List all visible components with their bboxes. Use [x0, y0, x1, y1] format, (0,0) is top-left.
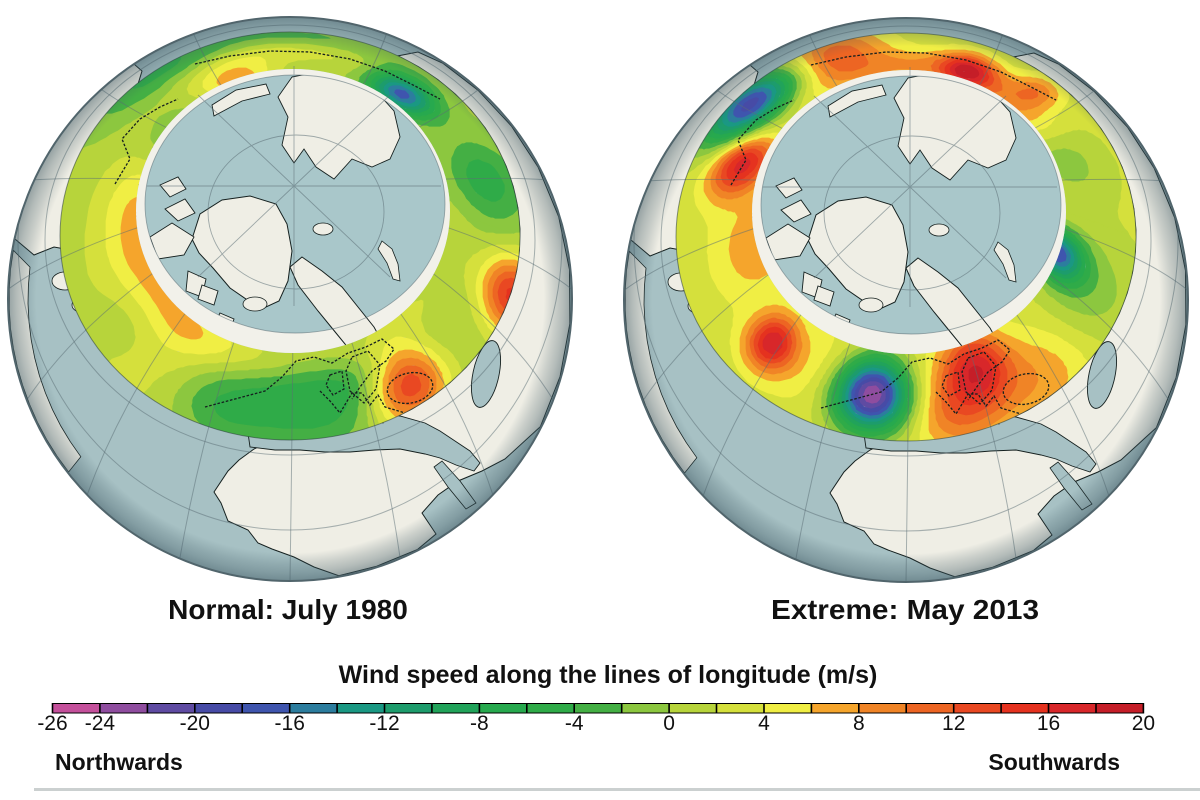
- svg-text:Northwards: Northwards: [55, 749, 183, 775]
- svg-text:-24: -24: [85, 712, 116, 735]
- svg-text:Extreme: May 2013: Extreme: May 2013: [771, 594, 1039, 625]
- svg-text:0: 0: [663, 712, 675, 735]
- svg-text:Wind speed along the lines of: Wind speed along the lines of longitude …: [339, 661, 878, 689]
- svg-text:Normal: July 1980: Normal: July 1980: [168, 594, 408, 625]
- svg-text:8: 8: [853, 712, 865, 735]
- svg-text:-12: -12: [369, 712, 399, 735]
- svg-text:-20: -20: [180, 712, 210, 735]
- svg-text:-26: -26: [37, 712, 67, 735]
- svg-text:Southwards: Southwards: [988, 749, 1120, 775]
- svg-text:-16: -16: [275, 712, 305, 735]
- svg-text:20: 20: [1132, 712, 1155, 735]
- svg-text:-8: -8: [470, 712, 489, 735]
- svg-text:-4: -4: [565, 712, 584, 735]
- svg-text:4: 4: [758, 712, 770, 735]
- svg-text:12: 12: [942, 712, 965, 735]
- svg-text:16: 16: [1037, 712, 1060, 735]
